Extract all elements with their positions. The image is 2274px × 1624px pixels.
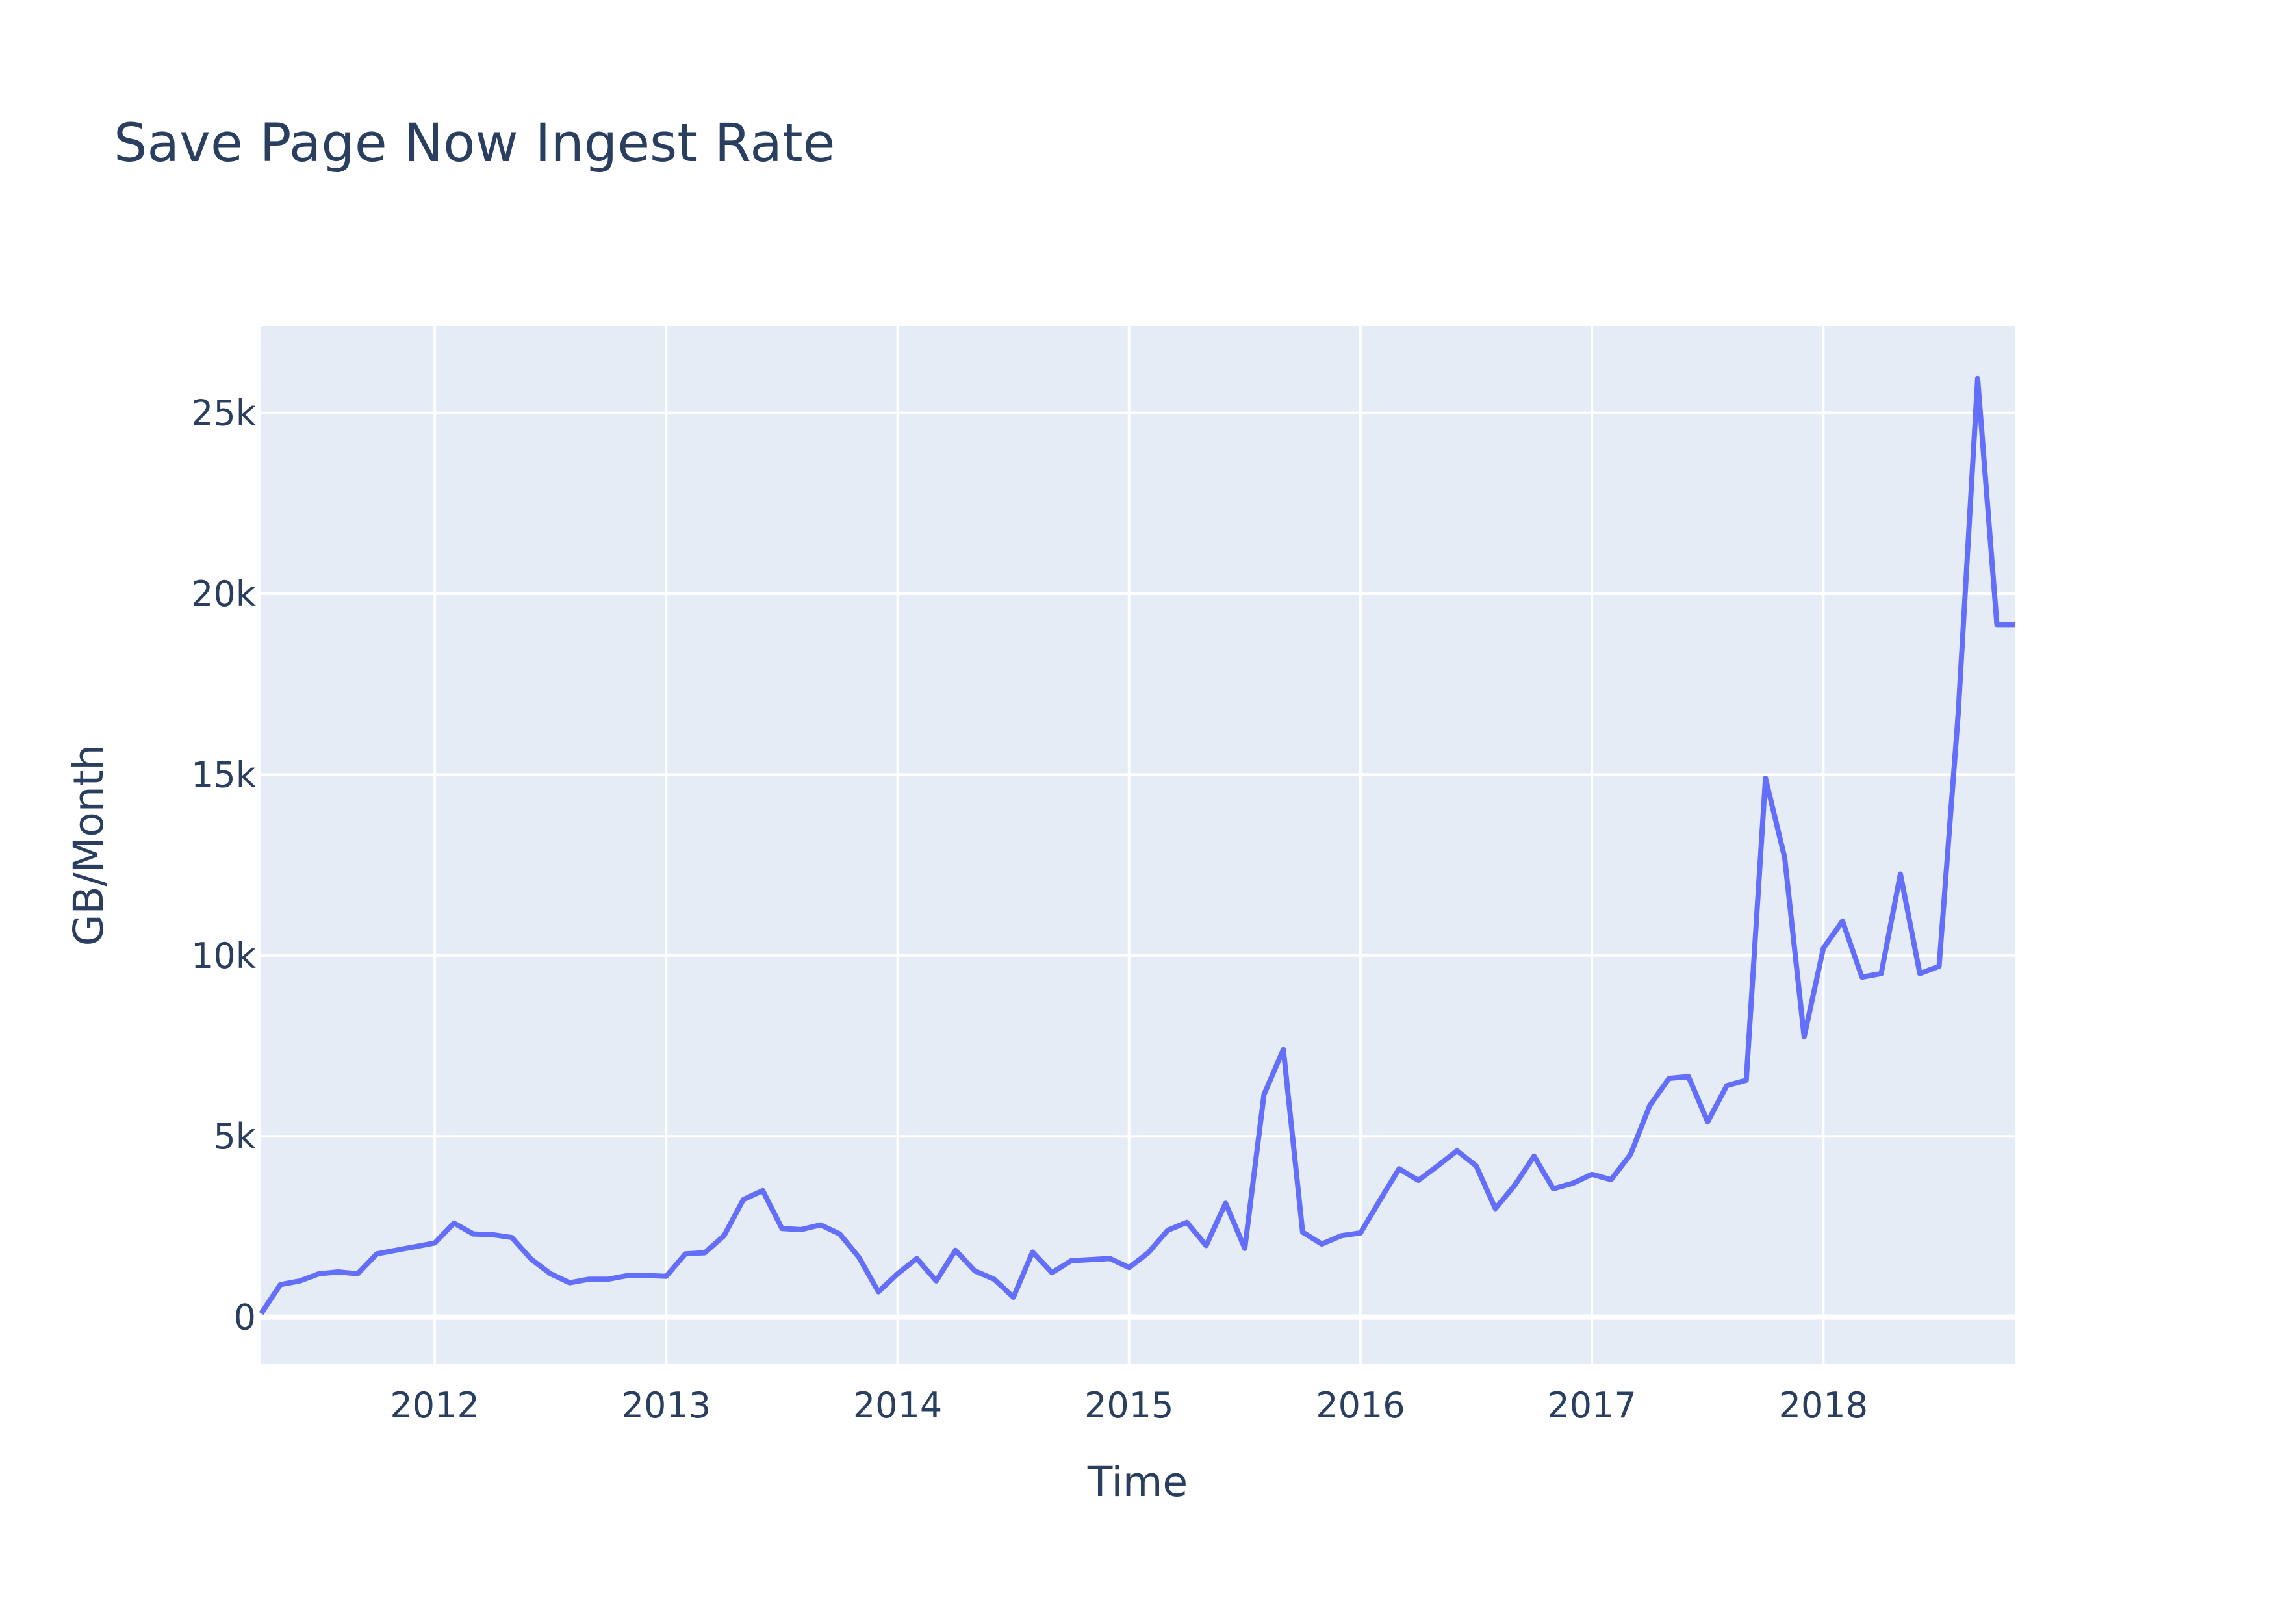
x-tick-label: 2012 <box>390 1385 479 1426</box>
y-tick-label: 5k <box>213 1116 256 1157</box>
x-axis-title: Time <box>1087 1458 1188 1506</box>
y-tick-label: 15k <box>191 754 257 795</box>
x-tick-label: 2017 <box>1547 1385 1636 1426</box>
x-tick-label: 2015 <box>1084 1385 1173 1426</box>
series-line <box>259 375 2015 1315</box>
plot-area <box>261 326 2015 1364</box>
y-tick-label: 25k <box>191 393 257 434</box>
x-tick-label: 2016 <box>1316 1385 1405 1426</box>
y-axis-ticks: 0 5k 10k 15k 20k 25k <box>191 393 257 1338</box>
x-axis-ticks: 2012 2013 2014 2015 2016 2017 2018 <box>390 1385 1868 1426</box>
x-tick-label: 2018 <box>1779 1385 1868 1426</box>
y-axis-title: GB/Month <box>65 744 112 946</box>
x-tick-label: 2013 <box>622 1385 711 1426</box>
y-tick-label: 10k <box>191 935 257 976</box>
y-tick-label: 20k <box>191 574 257 615</box>
y-tick-label: 0 <box>234 1297 256 1338</box>
series-layer <box>259 375 2015 1315</box>
gridlines <box>261 326 2015 1364</box>
chart-title: Save Page Now Ingest Rate <box>114 113 835 174</box>
x-tick-label: 2014 <box>853 1385 942 1426</box>
